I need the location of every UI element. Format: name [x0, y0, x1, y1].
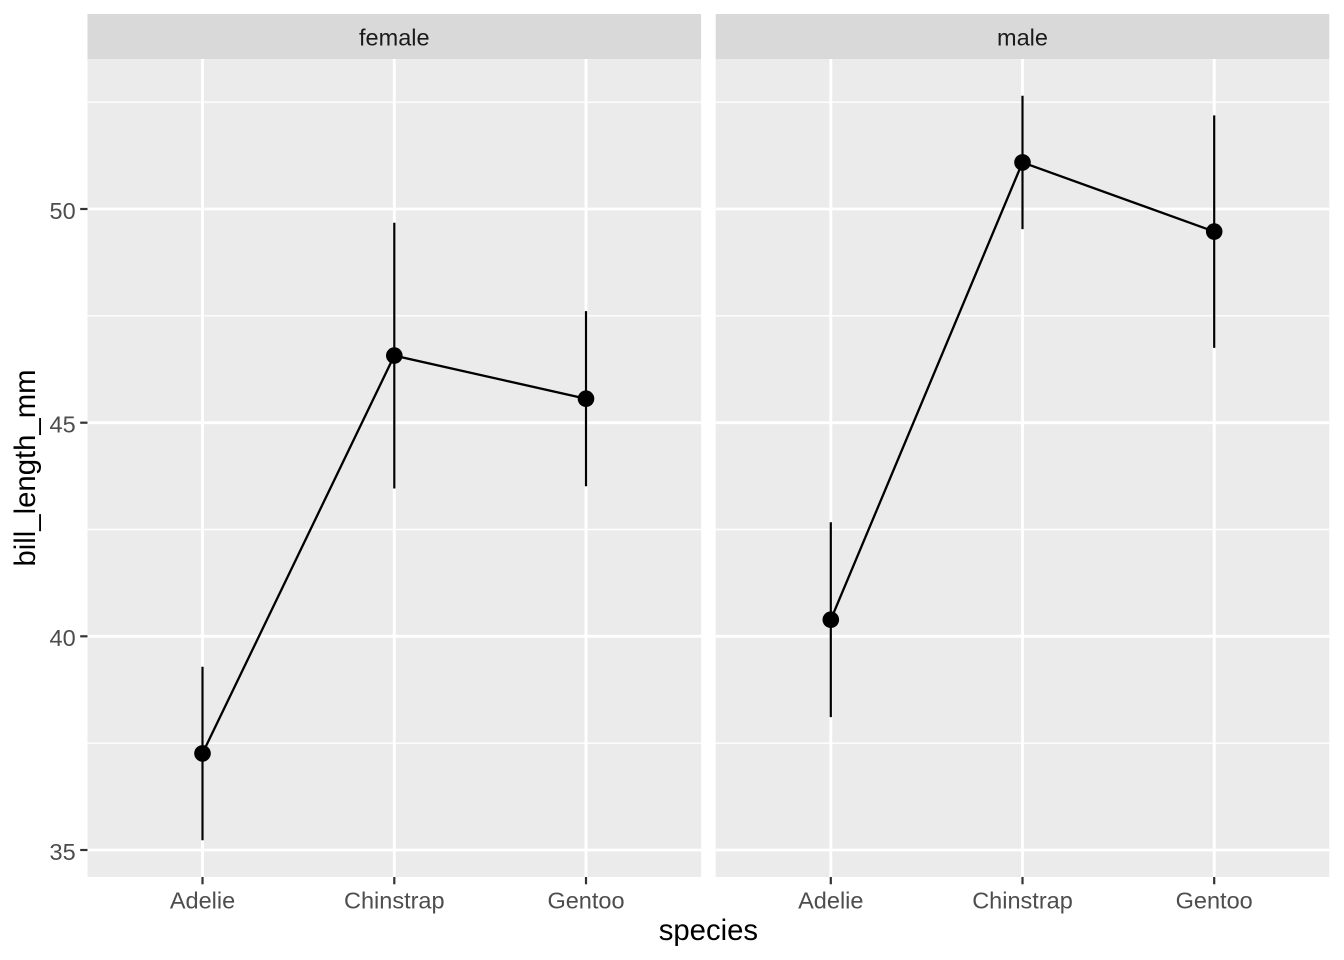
svg-text:50: 50: [50, 198, 76, 224]
svg-text:Chinstrap: Chinstrap: [972, 888, 1073, 914]
svg-text:bill_length_mm: bill_length_mm: [9, 369, 42, 566]
svg-text:45: 45: [50, 412, 76, 438]
svg-text:Adelie: Adelie: [170, 888, 235, 914]
svg-text:Adelie: Adelie: [798, 888, 863, 914]
svg-text:Gentoo: Gentoo: [547, 888, 624, 914]
svg-text:40: 40: [50, 625, 76, 651]
svg-text:species: species: [659, 914, 758, 947]
svg-text:Chinstrap: Chinstrap: [344, 888, 445, 914]
svg-text:Gentoo: Gentoo: [1176, 888, 1253, 914]
svg-text:35: 35: [50, 839, 76, 865]
svg-text:male: male: [997, 24, 1048, 50]
svg-text:female: female: [359, 24, 430, 50]
